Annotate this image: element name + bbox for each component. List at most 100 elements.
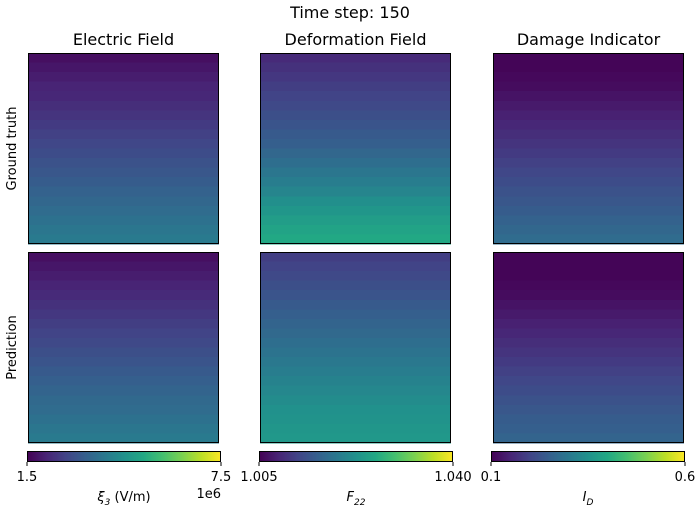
panel-frame	[260, 53, 451, 244]
colorbar-gradient	[491, 451, 685, 462]
heatmap-cell	[493, 261, 684, 272]
heatmap-cell	[493, 53, 684, 64]
heatmap-cell	[493, 357, 684, 368]
column-title: Electric Field	[73, 30, 174, 49]
heatmap-cell	[28, 290, 219, 301]
column-title: Damage Indicator	[517, 30, 661, 49]
heatmap-cell	[260, 186, 451, 197]
heatmap-cell	[493, 81, 684, 92]
heatmap-cell	[28, 299, 219, 310]
heatmap-cell	[28, 91, 219, 102]
heatmap-panel	[260, 252, 451, 444]
colorbar-frame	[259, 451, 453, 462]
heatmap-cell	[493, 62, 684, 73]
heatmap-cell	[260, 215, 451, 226]
heatmap-cell	[493, 366, 684, 377]
heatmap-cell	[28, 433, 219, 444]
heatmap-cell	[493, 186, 684, 197]
heatmap-cell	[28, 376, 219, 387]
heatmap-cell	[493, 414, 684, 425]
heatmap-cell	[260, 91, 451, 102]
heatmap-cell	[260, 423, 451, 435]
colorbar-max-label: 0.6	[675, 470, 696, 485]
heatmap-cell	[493, 299, 684, 310]
heatmap-cell	[260, 224, 451, 236]
heatmap-cell	[28, 129, 219, 140]
colorbar-gradient	[27, 451, 221, 462]
heatmap-cell	[28, 357, 219, 368]
colorbar-min-label: 1.5	[17, 470, 38, 485]
heatmap-cell	[493, 110, 684, 121]
heatmap-cell	[493, 309, 684, 320]
heatmap-cell	[28, 62, 219, 73]
heatmap-cell	[260, 138, 451, 150]
heatmap-cell	[260, 357, 451, 368]
heatmap-cell	[260, 129, 451, 140]
heatmap-cell	[28, 110, 219, 121]
heatmap-cell	[493, 148, 684, 159]
heatmap-cell	[493, 376, 684, 387]
heatmap-cell	[28, 234, 219, 245]
heatmap-cell	[493, 100, 684, 111]
heatmap-panel	[493, 53, 684, 245]
heatmap-cell	[260, 328, 451, 339]
colorbar-max-label: 1.040	[434, 470, 471, 485]
colorbar-offset-label: 1e6	[196, 487, 221, 502]
heatmap-cell	[493, 271, 684, 282]
heatmap-cell	[28, 337, 219, 349]
heatmap-cell	[493, 196, 684, 207]
colorbar-frame	[491, 451, 685, 462]
heatmap-cell	[260, 395, 451, 406]
heatmap-cell	[493, 119, 684, 130]
heatmap-cell	[260, 347, 451, 358]
heatmap-cell	[493, 328, 684, 339]
heatmap-panel	[28, 53, 219, 245]
colorbar-min-label: 0.1	[481, 470, 502, 485]
panel-frame	[28, 53, 219, 244]
heatmap-cell	[493, 234, 684, 245]
heatmap-cell	[260, 385, 451, 396]
heatmap-cell	[28, 224, 219, 236]
heatmap-cell	[28, 385, 219, 396]
heatmap-cell	[260, 271, 451, 282]
heatmap-cell	[260, 318, 451, 329]
colorbar: 1.005 1.040 F22	[240, 451, 472, 508]
heatmap-cell	[260, 414, 451, 425]
heatmap-cell	[28, 81, 219, 92]
heatmap-cell	[493, 423, 684, 435]
heatmap-cell	[493, 215, 684, 226]
colorbar: 1.5 7.5 1e6 ξ3 (V/m)	[17, 451, 232, 508]
heatmap-panel	[28, 252, 219, 444]
heatmap-cell	[28, 205, 219, 216]
heatmap-cell	[260, 167, 451, 178]
heatmap-cell	[493, 72, 684, 83]
heatmap-cell	[493, 138, 684, 150]
heatmap-cell	[260, 196, 451, 207]
heatmap-cell	[260, 337, 451, 349]
colorbar-max-label: 7.5	[211, 470, 232, 485]
heatmap-cell	[28, 148, 219, 159]
heatmap-cell	[493, 385, 684, 396]
row-label: Prediction	[5, 315, 20, 380]
heatmap-cell	[260, 234, 451, 245]
heatmap-cell	[493, 280, 684, 291]
heatmap-cell	[28, 261, 219, 272]
heatmap-cell	[260, 404, 451, 415]
colorbar-min-label: 1.005	[240, 470, 277, 485]
heatmap-cell	[28, 414, 219, 425]
heatmap-cell	[28, 196, 219, 207]
heatmap-cell	[28, 177, 219, 188]
heatmap-cell	[260, 261, 451, 272]
heatmap-cell	[28, 309, 219, 320]
heatmap-cell	[260, 177, 451, 188]
heatmap-cell	[260, 299, 451, 310]
heatmap-panel	[260, 53, 451, 245]
heatmap-cell	[28, 53, 219, 64]
heatmap-cell	[493, 347, 684, 358]
heatmap-cell	[260, 376, 451, 387]
heatmap-cell	[28, 271, 219, 282]
heatmap-cell	[28, 347, 219, 358]
row-label: Ground truth	[5, 107, 20, 191]
heatmap-cell	[260, 309, 451, 320]
